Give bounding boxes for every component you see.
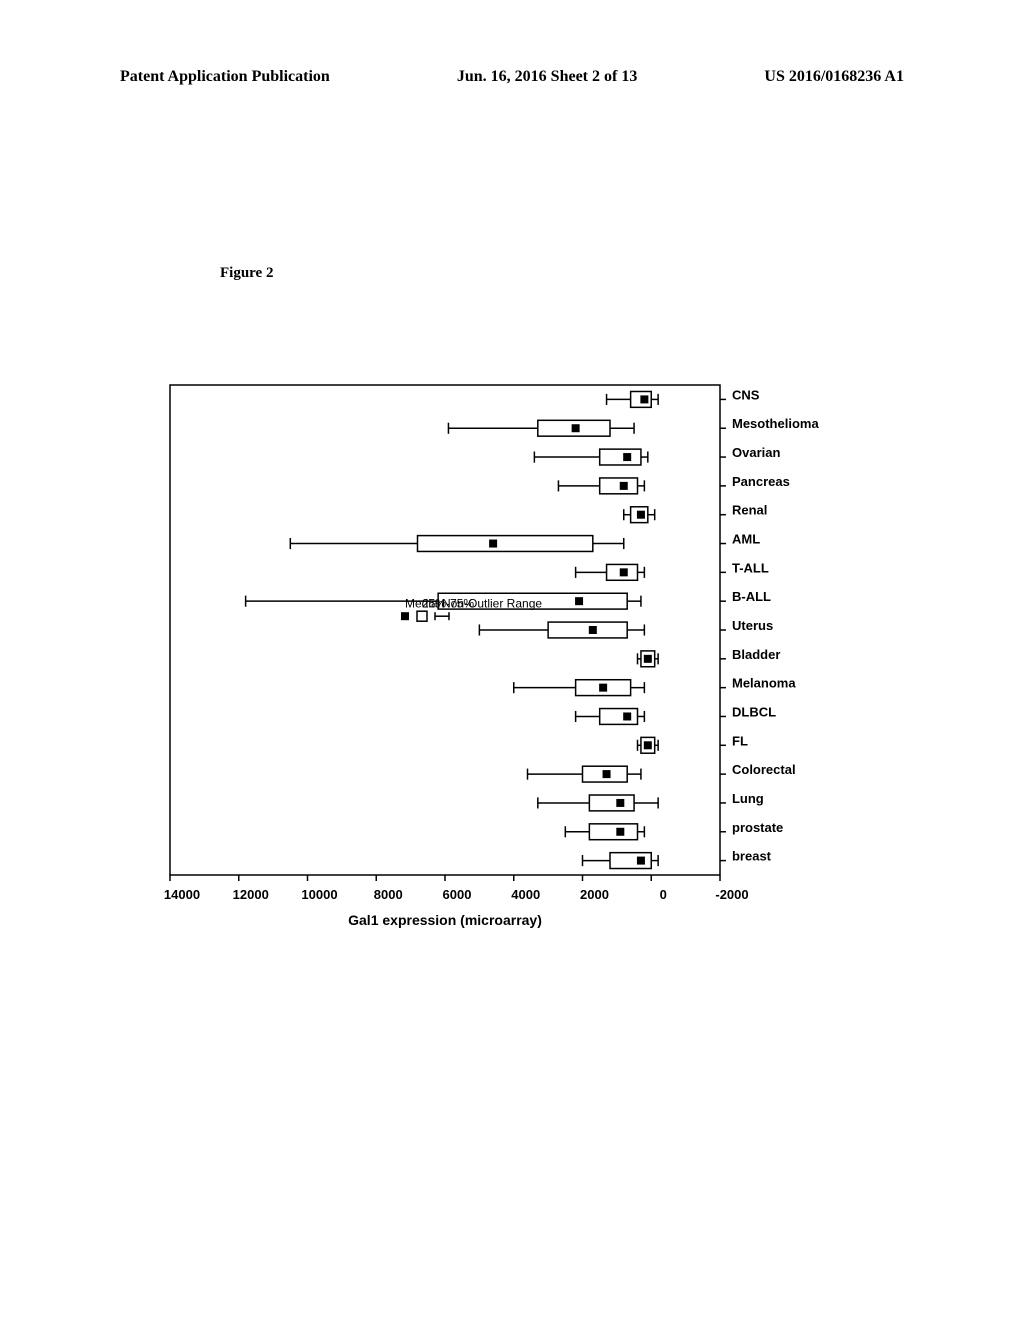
box bbox=[548, 622, 627, 638]
box bbox=[589, 795, 634, 811]
svg-text:10000: 10000 bbox=[301, 887, 337, 902]
chart-container: -2000 0 2000 4000 6000 8000 10000 12000 14000 Gal… bbox=[150, 365, 870, 955]
median-marker bbox=[589, 626, 597, 634]
median-marker bbox=[575, 597, 583, 605]
median-marker bbox=[644, 655, 652, 663]
svg-text:8000: 8000 bbox=[374, 887, 403, 902]
median-marker bbox=[616, 799, 624, 807]
median-marker bbox=[599, 684, 607, 692]
median-marker bbox=[489, 540, 497, 548]
category-label: Ovarian bbox=[732, 445, 780, 460]
svg-text:14000: 14000 bbox=[164, 887, 200, 902]
svg-text:6000: 6000 bbox=[443, 887, 472, 902]
svg-text:12000: 12000 bbox=[233, 887, 269, 902]
category-label: breast bbox=[732, 849, 772, 864]
header-left: Patent Application Publication bbox=[120, 68, 330, 86]
median-marker bbox=[620, 482, 628, 490]
category-label: CNS bbox=[732, 387, 760, 402]
svg-text:0: 0 bbox=[660, 887, 667, 902]
boxplot-chart: -2000 0 2000 4000 6000 8000 10000 12000 14000 Gal… bbox=[150, 365, 870, 955]
category-label: FL bbox=[732, 733, 748, 748]
median-marker bbox=[637, 511, 645, 519]
category-label: T-ALL bbox=[732, 560, 769, 575]
svg-text:Non-Outlier Range: Non-Outlier Range bbox=[442, 596, 542, 610]
category-label: Renal bbox=[732, 503, 767, 518]
category-label: prostate bbox=[732, 820, 783, 835]
median-marker bbox=[623, 712, 631, 720]
category-label: B-ALL bbox=[732, 589, 771, 604]
category-label: AML bbox=[732, 532, 760, 547]
median-marker bbox=[603, 770, 611, 778]
median-marker bbox=[616, 828, 624, 836]
median-marker bbox=[620, 568, 628, 576]
category-label: Pancreas bbox=[732, 474, 790, 489]
header-right: US 2016/0168236 A1 bbox=[764, 68, 904, 86]
page-header: Patent Application Publication Jun. 16, … bbox=[0, 68, 1024, 86]
category-label: Melanoma bbox=[732, 676, 796, 691]
category-label: Uterus bbox=[732, 618, 773, 633]
category-label: Lung bbox=[732, 791, 764, 806]
header-center: Jun. 16, 2016 Sheet 2 of 13 bbox=[457, 68, 637, 86]
median-marker bbox=[640, 395, 648, 403]
category-label: Bladder bbox=[732, 647, 780, 662]
svg-text:Gal1 expression (microarray): Gal1 expression (microarray) bbox=[348, 912, 542, 928]
box bbox=[600, 709, 638, 725]
median-marker bbox=[644, 741, 652, 749]
box bbox=[610, 853, 651, 869]
svg-text:-2000: -2000 bbox=[715, 887, 748, 902]
category-label: Mesothelioma bbox=[732, 416, 819, 431]
figure-label: Figure 2 bbox=[220, 265, 273, 282]
svg-text:2000: 2000 bbox=[580, 887, 609, 902]
median-marker bbox=[637, 857, 645, 865]
median-marker bbox=[623, 453, 631, 461]
category-label: DLBCL bbox=[732, 704, 776, 719]
category-label: Colorectal bbox=[732, 762, 796, 777]
box bbox=[600, 449, 641, 465]
box bbox=[418, 536, 593, 552]
box bbox=[600, 478, 638, 494]
svg-text:4000: 4000 bbox=[511, 887, 540, 902]
median-marker bbox=[572, 424, 580, 432]
box bbox=[589, 824, 637, 840]
